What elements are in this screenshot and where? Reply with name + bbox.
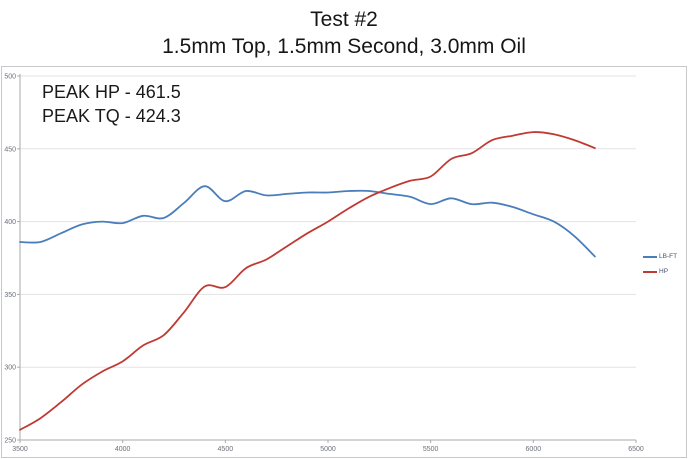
y-tick-label-350: 350 xyxy=(4,292,16,299)
y-tick-label-500: 500 xyxy=(4,74,16,81)
chart-legend: LB-FT HP xyxy=(643,249,677,279)
peak-tq-annotation: PEAK TQ - 424.3 xyxy=(42,106,181,126)
chart-title: Test #2 xyxy=(310,8,378,31)
x-tick-label-5000: 5000 xyxy=(320,446,336,453)
peak-annotations: PEAK HP - 461.5 PEAK TQ - 424.3 xyxy=(42,80,181,128)
x-tick-label-6500: 6500 xyxy=(628,446,644,453)
legend-label-hp: HP xyxy=(659,268,669,275)
y-tick-label-400: 400 xyxy=(4,219,16,226)
torque-curve xyxy=(19,185,596,258)
chart-title-block: Test #2 1.5mm Top, 1.5mm Second, 3.0mm O… xyxy=(0,6,688,60)
x-tick-label-5500: 5500 xyxy=(423,446,439,453)
legend-item-hp: HP xyxy=(643,264,677,279)
chart-subtitle: 1.5mm Top, 1.5mm Second, 3.0mm Oil xyxy=(162,35,526,58)
hp-line-swatch xyxy=(643,270,657,273)
legend-item-lbft: LB-FT xyxy=(643,249,677,264)
x-tick-label-3500: 3500 xyxy=(12,446,28,453)
chart-frame xyxy=(1,66,687,458)
lbft-line-swatch xyxy=(643,255,657,258)
x-tick-label-4500: 4500 xyxy=(218,446,234,453)
y-tick-label-450: 450 xyxy=(4,146,16,153)
x-tick-label-6000: 6000 xyxy=(526,446,542,453)
legend-label-lbft: LB-FT xyxy=(659,253,678,260)
y-tick-label-300: 300 xyxy=(4,365,16,372)
x-tick-label-4000: 4000 xyxy=(115,446,131,453)
y-tick-label-250: 250 xyxy=(4,438,16,445)
peak-hp-annotation: PEAK HP - 461.5 xyxy=(42,82,181,102)
hp-curve xyxy=(19,131,596,431)
